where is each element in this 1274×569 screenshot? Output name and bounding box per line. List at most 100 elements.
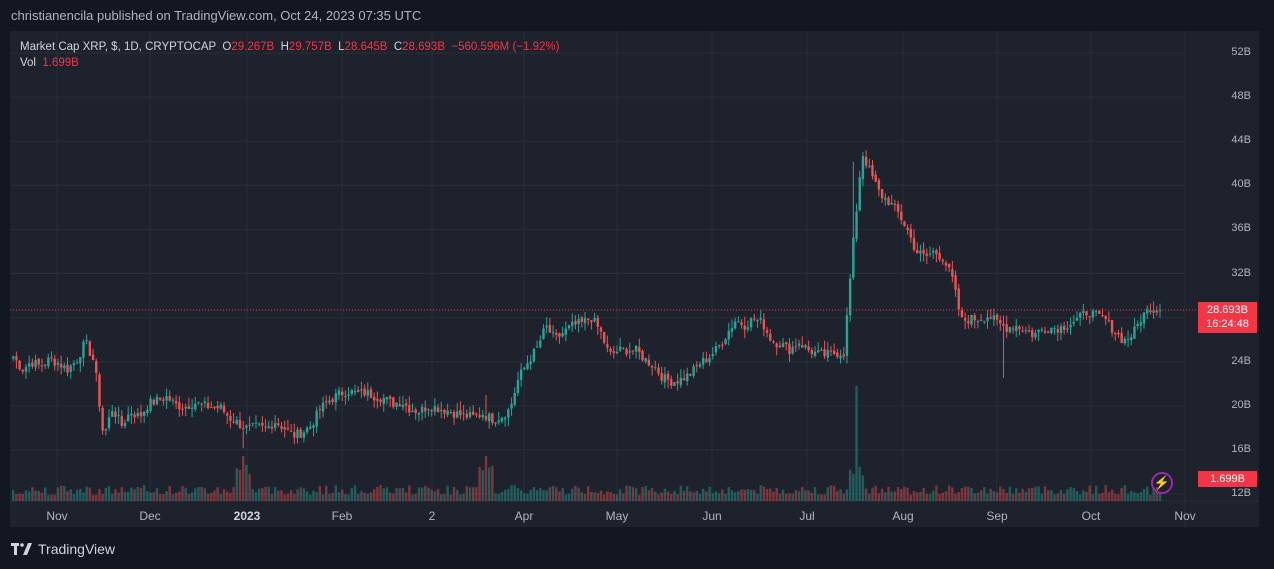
volume-bar: [1059, 490, 1063, 501]
candle-body: [714, 346, 718, 353]
candle-body: [587, 318, 590, 320]
volume-bar: [871, 487, 874, 501]
x-tick-label: May: [605, 509, 629, 523]
volume-bar: [446, 485, 449, 501]
volume-bar: [120, 487, 124, 501]
volume-bar: [337, 492, 341, 501]
volume-bar: [1031, 487, 1034, 501]
candle-body: [848, 278, 852, 316]
candle-body: [944, 262, 948, 266]
candle-body: [523, 367, 526, 370]
volume-bar: [724, 493, 727, 501]
candle-body: [385, 396, 389, 400]
volume-bar: [932, 490, 935, 501]
volume-bar: [443, 493, 446, 501]
volume-bar: [960, 488, 964, 501]
candle-body: [299, 429, 302, 438]
volume-bar: [510, 485, 513, 501]
volume-bar: [82, 492, 85, 501]
volume-bar: [641, 487, 644, 501]
candle-body: [807, 346, 810, 351]
y-tick-label: 32B: [1231, 266, 1251, 279]
volume-bar: [184, 487, 187, 501]
candle-body: [392, 397, 395, 407]
candle-body: [127, 414, 130, 422]
candle-body: [1142, 312, 1146, 324]
volume-bar: [1008, 486, 1012, 501]
volume-bar: [689, 491, 692, 501]
volume-bar: [529, 490, 532, 501]
volume-bar: [286, 493, 290, 501]
candle-body: [925, 253, 929, 256]
candle-body: [1133, 326, 1136, 339]
volume-bar: [1142, 488, 1146, 501]
candle-body: [654, 367, 657, 369]
volume-bar: [245, 464, 248, 501]
volume-bar: [1053, 494, 1056, 501]
volume-bar: [424, 485, 427, 501]
candle-body: [1136, 323, 1139, 327]
candle-body: [622, 347, 625, 349]
volume-bar: [56, 487, 60, 501]
lightning-icon[interactable]: ⚡: [1151, 472, 1173, 494]
candle-body: [832, 350, 836, 354]
candle-body: [1155, 310, 1159, 313]
candle-body: [475, 413, 478, 415]
y-tick-label: 48B: [1231, 90, 1251, 103]
candle-body: [1158, 309, 1162, 312]
volume-bar: [487, 467, 491, 501]
volume-bar: [430, 489, 433, 501]
symbol-label[interactable]: Market Cap XRP, $, 1D, CRYPTOCAP: [20, 41, 217, 53]
volume-bar: [1098, 493, 1101, 501]
volume-bar: [1149, 494, 1152, 501]
volume-bar: [887, 486, 890, 501]
volume-bar: [654, 491, 657, 501]
volume-bar: [826, 487, 829, 501]
candle-body: [858, 177, 861, 211]
candle-body: [657, 367, 660, 374]
candle-body: [612, 351, 615, 353]
volume-bar: [1155, 487, 1159, 501]
volume-bar: [1146, 486, 1149, 501]
volume-bar: [334, 485, 338, 501]
volume-bar: [928, 493, 932, 501]
volume-bar: [1047, 490, 1050, 501]
y-tick-label: 36B: [1231, 222, 1251, 235]
volume-bar: [411, 494, 414, 501]
volume-bar: [963, 486, 967, 501]
volume-bar: [1072, 487, 1075, 501]
candle-body: [190, 407, 194, 409]
candle-body: [289, 430, 293, 432]
chart-panel[interactable]: Market Cap XRP, $, 1D, CRYPTOCAP O29.267…: [10, 31, 1259, 527]
candle-body: [967, 320, 970, 324]
low-label: L: [338, 41, 345, 53]
price-chart[interactable]: [10, 31, 1259, 527]
volume-bar: [328, 493, 331, 501]
volume-bar: [63, 485, 66, 501]
candle-body: [305, 427, 309, 433]
volume-bar: [1040, 493, 1044, 501]
volume-bar: [858, 466, 861, 501]
candle-body: [999, 319, 1002, 324]
y-tick-label: 52B: [1231, 46, 1251, 58]
candle-body: [43, 364, 47, 366]
candle-body: [1146, 308, 1149, 314]
volume-bar: [1002, 488, 1005, 501]
candle-body: [740, 322, 743, 326]
volume-bar: [325, 485, 328, 501]
volume-bar: [277, 490, 280, 501]
candle-body: [599, 327, 603, 332]
candle-body: [101, 407, 104, 431]
candle-body: [82, 341, 85, 358]
volume-bar: [657, 494, 660, 501]
volume-bar: [1037, 486, 1040, 501]
candle-body: [433, 406, 437, 412]
volume-bar: [200, 486, 203, 501]
volume-bar: [820, 494, 823, 501]
volume-bar: [622, 493, 625, 501]
candle-body: [181, 408, 184, 410]
x-tick-label: Dec: [139, 509, 161, 523]
volume-bar: [248, 473, 251, 501]
footer-brand[interactable]: TradingView: [11, 541, 115, 557]
volume-bar: [836, 490, 839, 501]
